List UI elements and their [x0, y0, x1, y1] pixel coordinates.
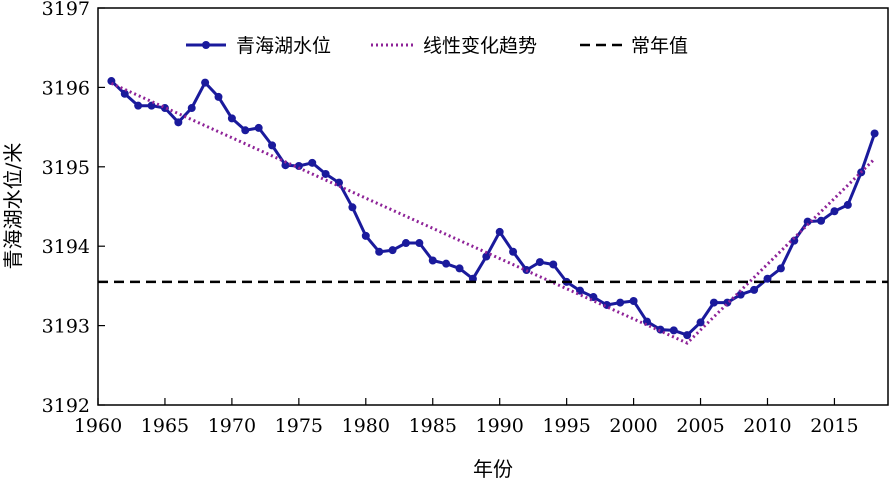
y-tick-label: 3195: [42, 157, 90, 179]
data-point: [201, 78, 210, 87]
data-point: [335, 178, 344, 187]
data-point: [281, 161, 290, 170]
data-point: [120, 89, 129, 98]
data-point: [549, 260, 558, 269]
data-point: [268, 141, 277, 150]
x-tick-label: 1985: [409, 415, 457, 437]
x-tick-label: 1995: [542, 415, 590, 437]
plot-frame: [97, 7, 889, 406]
x-axis-label: 年份: [473, 457, 513, 481]
data-point: [174, 118, 183, 127]
x-tick-label: 1970: [208, 415, 256, 437]
y-tick-label: 3192: [42, 395, 90, 417]
data-point: [509, 247, 518, 256]
data-point: [495, 227, 504, 236]
data-point: [388, 246, 397, 255]
data-point: [763, 274, 772, 283]
data-point: [709, 298, 718, 307]
y-tick-label: 3194: [42, 236, 90, 258]
x-tick-label: 1965: [141, 415, 189, 437]
data-point: [817, 216, 826, 225]
data-point: [187, 104, 196, 113]
legend-marker-water-level: [202, 41, 210, 49]
data-point: [401, 239, 410, 248]
data-point: [790, 236, 799, 245]
data-point: [348, 203, 357, 212]
data-point: [683, 331, 692, 340]
series-trend-line: [110, 82, 876, 345]
data-point: [843, 200, 852, 209]
data-point: [241, 126, 250, 135]
y-tick-label: 3193: [42, 316, 90, 338]
data-point: [428, 256, 437, 265]
data-point: [227, 114, 236, 123]
data-point: [321, 169, 330, 178]
data-point: [535, 258, 544, 267]
y-axis-label: 青海湖水位/米: [1, 143, 25, 270]
data-point: [669, 326, 678, 335]
series-water-level-line: [110, 79, 877, 337]
data-point: [616, 298, 625, 307]
data-point: [803, 217, 812, 226]
data-point: [736, 290, 745, 299]
data-point: [442, 259, 451, 268]
x-tick-label: 2015: [810, 415, 858, 437]
y-tick-label: 3196: [42, 77, 90, 99]
data-point: [134, 101, 143, 110]
legend-label-normal: 常年值: [631, 35, 688, 57]
data-point: [375, 247, 384, 256]
x-tick-label: 1975: [275, 415, 323, 437]
data-point: [642, 317, 651, 326]
data-point: [308, 158, 317, 167]
legend: 青海湖水位 线性变化趋势 常年值: [186, 35, 688, 57]
x-tick-label: 1960: [74, 415, 122, 437]
legend-label-trend: 线性变化趋势: [423, 35, 537, 57]
data-point: [830, 207, 839, 216]
data-point: [147, 101, 156, 110]
data-point: [455, 264, 464, 273]
x-tick-label: 1990: [476, 415, 524, 437]
y-tick-label: 3197: [42, 0, 90, 20]
data-point: [361, 231, 370, 240]
data-point: [696, 318, 705, 327]
data-point: [214, 92, 223, 101]
data-point: [870, 129, 879, 138]
series-layer: [98, 77, 888, 345]
x-tick-label: 2005: [676, 415, 724, 437]
legend-label-water-level: 青海湖水位: [236, 35, 331, 57]
data-point: [776, 264, 785, 273]
x-tick-label: 2000: [609, 415, 657, 437]
x-tick-label: 1980: [342, 415, 390, 437]
data-point: [294, 162, 303, 171]
ticks: 1960 1965 1970 1975 1980 1985 1990 1995 2000 2005…: [42, 0, 859, 437]
data-point: [415, 239, 424, 248]
data-point: [629, 296, 638, 305]
data-point: [254, 123, 263, 132]
data-point: [482, 252, 491, 261]
data-point: [750, 285, 759, 294]
x-tick-label: 2010: [743, 415, 791, 437]
